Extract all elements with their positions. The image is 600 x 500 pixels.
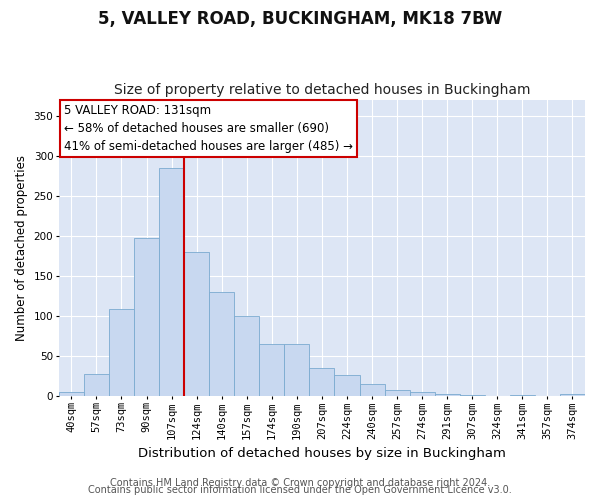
Text: Contains public sector information licensed under the Open Government Licence v3: Contains public sector information licen… [88, 485, 512, 495]
Title: Size of property relative to detached houses in Buckingham: Size of property relative to detached ho… [113, 83, 530, 97]
Bar [560, 394, 585, 396]
Bar [184, 252, 209, 396]
Bar [209, 292, 234, 396]
Bar [234, 316, 259, 396]
Bar [334, 375, 359, 396]
Bar [434, 394, 460, 396]
Y-axis label: Number of detached properties: Number of detached properties [15, 154, 28, 340]
Bar [284, 344, 310, 396]
Text: 5 VALLEY ROAD: 131sqm
← 58% of detached houses are smaller (690)
41% of semi-det: 5 VALLEY ROAD: 131sqm ← 58% of detached … [64, 104, 353, 153]
Text: 5, VALLEY ROAD, BUCKINGHAM, MK18 7BW: 5, VALLEY ROAD, BUCKINGHAM, MK18 7BW [98, 10, 502, 28]
Bar [510, 395, 535, 396]
Bar [109, 309, 134, 396]
Bar [460, 395, 485, 396]
Bar [385, 390, 410, 396]
Bar [84, 374, 109, 396]
X-axis label: Distribution of detached houses by size in Buckingham: Distribution of detached houses by size … [138, 447, 506, 460]
Bar [410, 392, 434, 396]
Bar [59, 392, 84, 396]
Bar [310, 368, 334, 396]
Text: Contains HM Land Registry data © Crown copyright and database right 2024.: Contains HM Land Registry data © Crown c… [110, 478, 490, 488]
Bar [134, 238, 159, 396]
Bar [359, 384, 385, 396]
Bar [259, 344, 284, 396]
Bar [159, 168, 184, 396]
